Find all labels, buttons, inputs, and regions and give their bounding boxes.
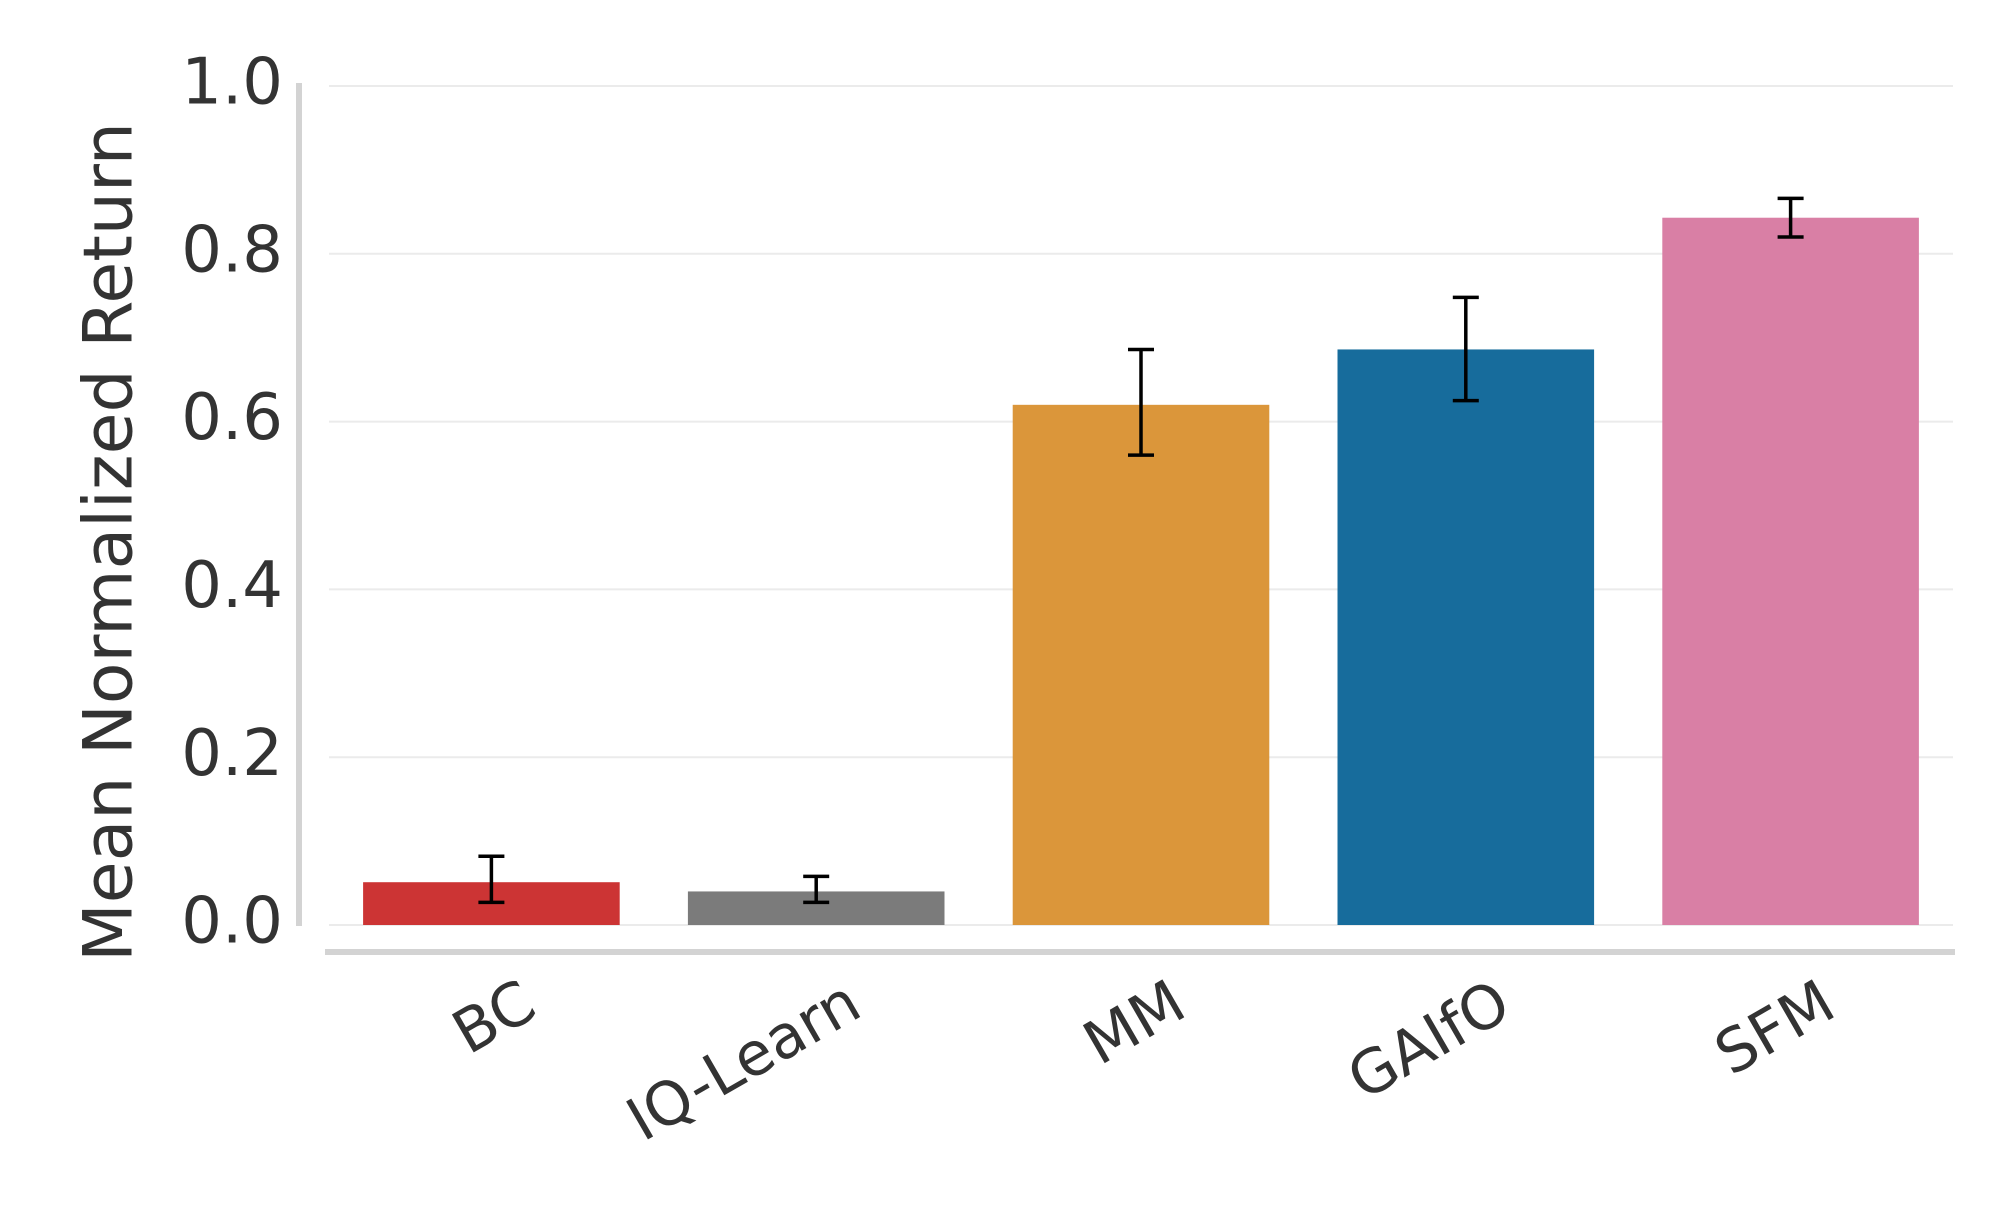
error-bars (478, 196, 1804, 905)
y-tick-label: 0.6 (181, 381, 283, 455)
x-tick-label-mm: MM (1072, 967, 1197, 1079)
bars (363, 217, 1919, 925)
x-tick-label-iq-learn: IQ-Learn (615, 967, 872, 1156)
x-tick-label-bc: BC (441, 967, 547, 1069)
bar-sfm (1662, 217, 1919, 925)
error-bar-mm (1128, 347, 1154, 457)
axes (296, 83, 1955, 955)
y-tick-label: 0.2 (181, 717, 283, 791)
x-tick-label-sfm: SFM (1704, 967, 1847, 1090)
error-bar-iq-learn (803, 874, 830, 905)
y-axis-title: Mean Normalized Return (70, 122, 149, 962)
y-tick-label: 0.4 (181, 549, 283, 623)
y-tick-label: 0.0 (181, 885, 283, 959)
y-tick-label: 0.8 (181, 213, 283, 287)
error-bar-sfm (1777, 196, 1804, 239)
y-tick-labels: 0.0 0.2 0.4 0.6 0.8 1.0 (181, 46, 283, 959)
x-tick-label-gaifo: GAIfO (1336, 967, 1521, 1114)
x-tick-labels: BC IQ-Learn MM GAIfO SFM (441, 967, 1846, 1156)
bar-gaifo (1337, 349, 1595, 925)
y-tick-label: 1.0 (181, 46, 283, 120)
error-bar-gaifo (1452, 295, 1479, 403)
bar-mm (1012, 404, 1270, 925)
error-bar-bc (478, 854, 505, 905)
